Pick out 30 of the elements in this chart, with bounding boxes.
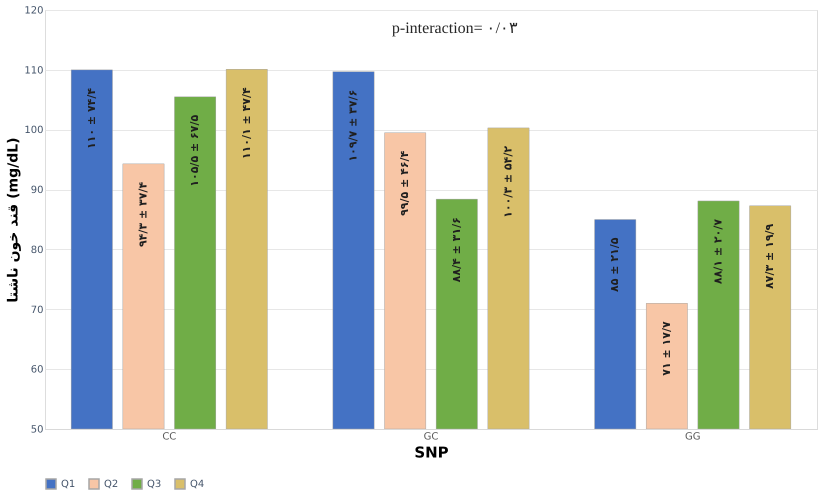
y-axis-title: قند خون ناشتا (mg/dL) <box>5 137 22 303</box>
data-label: ۱۰۰/۳ ± ۵۴/۲ <box>501 146 514 218</box>
data-label: ۱۱۰ ± ۷۴/۴ <box>84 88 98 150</box>
legend-label: Q1 <box>61 479 76 490</box>
legend-label: Q2 <box>104 479 118 490</box>
y-tick-label: 120 <box>24 6 44 16</box>
x-tick-label: CC <box>162 432 176 442</box>
data-label: ۷۱ ± ۱۷/۷ <box>660 321 673 376</box>
y-tick-label: 80 <box>30 244 44 256</box>
y-tick-label: 70 <box>30 304 44 316</box>
x-tick-label: GC <box>424 432 438 442</box>
data-label: ۹۴/۳ ± ۳۷/۴ <box>136 182 150 248</box>
y-tick-label: 100 <box>24 125 44 136</box>
data-label: ۸۷/۳ ± ۱۹/۹ <box>763 223 776 289</box>
data-label: ۸۸/۱ ± ۲۰/۷ <box>712 218 725 284</box>
data-label: ۹۹/۵ ± ۴۶/۴ <box>398 150 412 216</box>
annotation: p-interaction= ۰/۰۳ <box>392 20 518 37</box>
legend-label: Q3 <box>147 479 162 490</box>
data-label: ۱۰۹/۷ ± ۳۷/۶ <box>346 90 360 162</box>
legend-label: Q4 <box>190 479 204 490</box>
y-tick-label: 110 <box>24 65 44 76</box>
data-label: ۸۸/۴ ± ۳۱/۶ <box>450 217 463 282</box>
y-tick-label: 90 <box>30 185 44 196</box>
y-tick-label: 60 <box>30 364 44 376</box>
y-tick-label: 50 <box>30 424 44 436</box>
data-label: ۸۵ ± ۲۱/۵ <box>608 237 622 292</box>
data-label: ۱۰۵/۵ ± ۶۷/۵ <box>188 114 202 187</box>
x-tick-label: GG <box>684 432 700 442</box>
data-label: ۱۱۰/۱ ± ۴۷/۴ <box>240 86 253 160</box>
x-axis-title: SNP <box>414 444 449 462</box>
